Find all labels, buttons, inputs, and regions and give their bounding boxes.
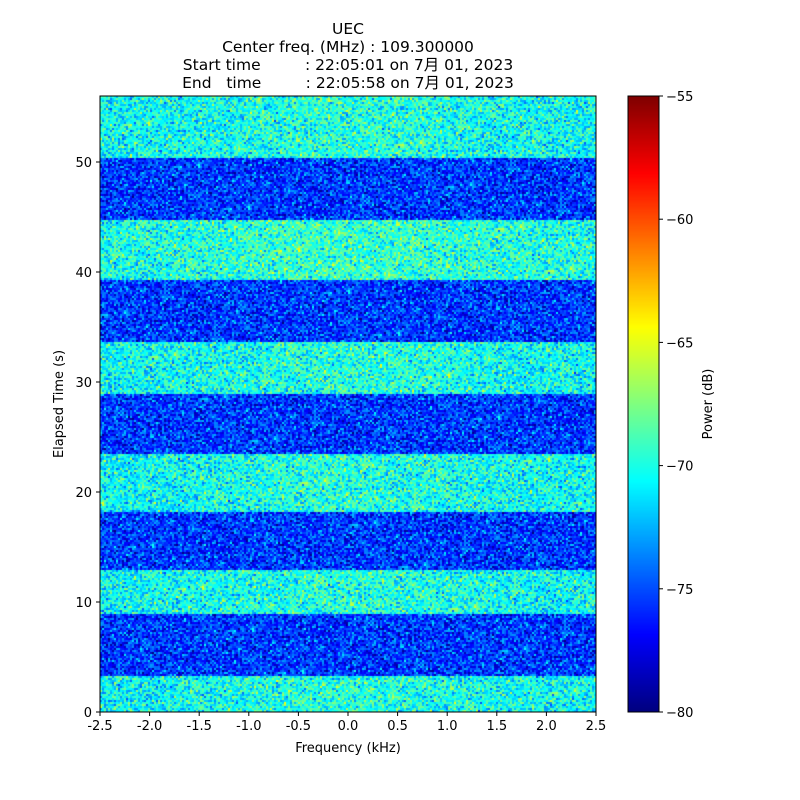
chart-title: UEC [332, 20, 364, 38]
spectrogram-heatmap [100, 96, 596, 712]
x-tick-label: -1.5 [187, 719, 212, 734]
colorbar-tick-label: −60 [666, 213, 693, 228]
x-tick-label: -1.0 [236, 719, 261, 734]
colorbar-ticks: −80 −75 −70 −65 −60 −55 [659, 90, 693, 721]
y-tick-label: 50 [75, 156, 92, 171]
x-tick-label: -2.5 [87, 719, 112, 734]
y-tick-label: 10 [75, 596, 92, 611]
y-tick-label: 30 [75, 376, 92, 391]
x-tick-label: -2.0 [137, 719, 162, 734]
chart-subtitle-center-freq: Center freq. (MHz) : 109.300000 [222, 38, 474, 56]
colorbar-tick-label: −70 [666, 460, 693, 475]
x-tick-label: 1.5 [486, 719, 507, 734]
x-tick-label: 0.0 [338, 719, 359, 734]
colorbar-label: Power (dB) [701, 369, 716, 440]
colorbar-tick-label: −65 [666, 336, 693, 351]
colorbar-frame [627, 95, 660, 713]
y-axis-ticks: 0 10 20 30 40 50 [75, 156, 100, 721]
x-tick-label: 2.5 [586, 719, 607, 734]
x-tick-label: 2.0 [536, 719, 557, 734]
colorbar-tick-label: −55 [666, 90, 693, 105]
y-tick-label: 40 [75, 266, 92, 281]
x-tick-label: 0.5 [387, 719, 408, 734]
colorbar-tick-label: −80 [666, 706, 693, 721]
x-axis-ticks: -2.5 -2.0 -1.5 -1.0 -0.5 0.0 0.5 1.0 1.5 2.0 2.5 [87, 712, 606, 734]
chart-subtitle-start-time: Start time : 22:05:01 on 7月 01, 2023 [182, 56, 514, 74]
x-axis-label: Frequency (kHz) [295, 741, 401, 756]
x-tick-label: 1.0 [437, 719, 458, 734]
x-tick-label: -0.5 [286, 719, 311, 734]
chart-subtitle-end-time: End time : 22:05:58 on 7月 01, 2023 [182, 74, 514, 92]
plot-frame [99, 95, 597, 713]
y-axis-label: Elapsed Time (s) [52, 350, 67, 458]
y-tick-label: 0 [84, 706, 92, 721]
colorbar-tick-label: −75 [666, 583, 693, 598]
colorbar-gradient [628, 96, 659, 712]
y-tick-label: 20 [75, 486, 92, 501]
